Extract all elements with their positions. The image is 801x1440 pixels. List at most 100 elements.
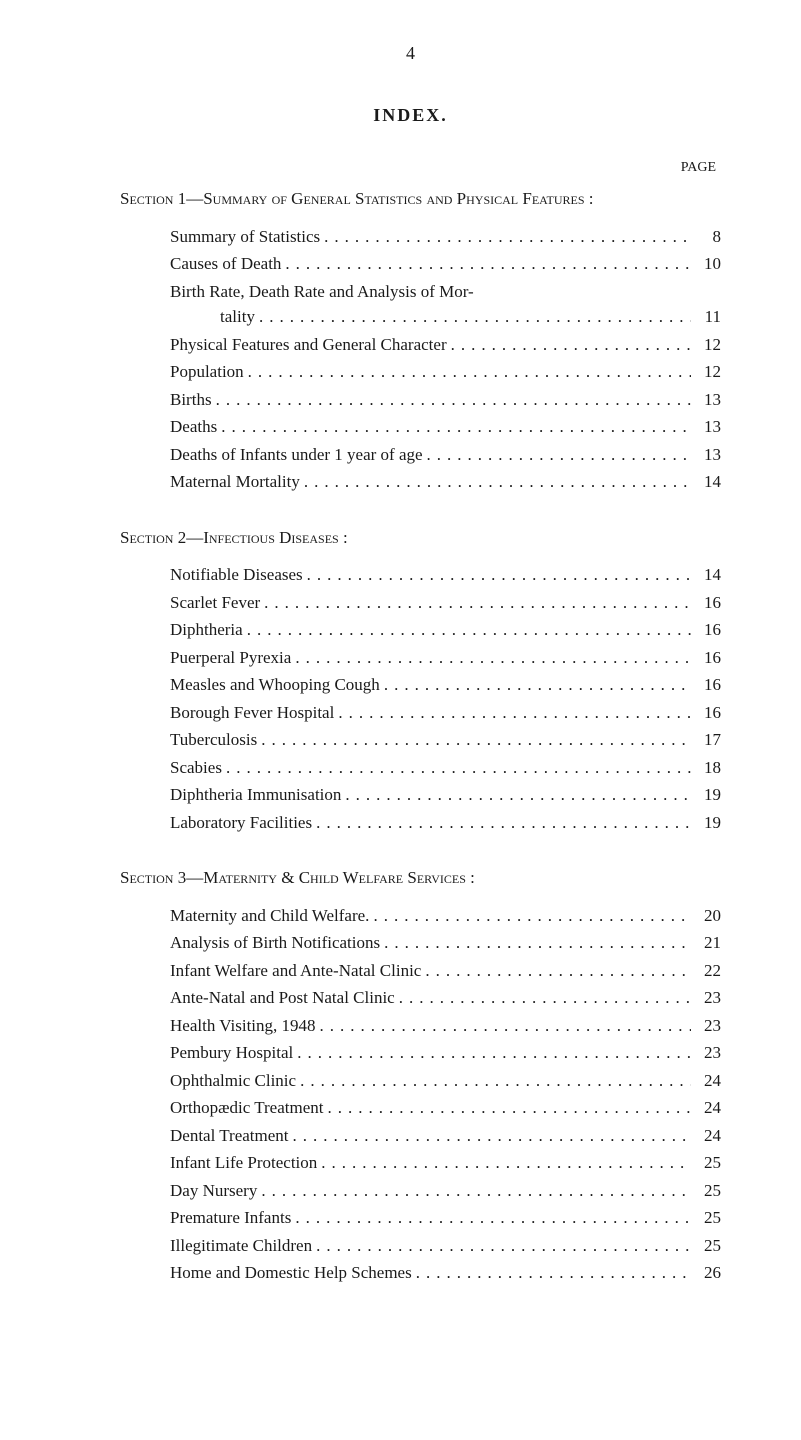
entry-leader-dots: ........................................… <box>291 1205 691 1231</box>
entry-page-number: 16 <box>691 672 721 698</box>
entry-label-line2: tality..................................… <box>170 304 721 330</box>
index-entry: Illegitimate Children...................… <box>100 1233 721 1259</box>
index-entry: Scarlet Fever...........................… <box>100 590 721 616</box>
index-entry: Infant Welfare and Ante-Natal Clinic....… <box>100 958 721 984</box>
index-title: INDEX. <box>100 102 721 129</box>
entry-label-line1: Birth Rate, Death Rate and Analysis of M… <box>170 279 721 305</box>
entry-label: Deaths <box>170 414 217 440</box>
index-entry: Pembury Hospital........................… <box>100 1040 721 1066</box>
entry-leader-dots: ........................................… <box>291 645 691 671</box>
index-entry: Borough Fever Hospital..................… <box>100 700 721 726</box>
entry-leader-dots: ........................................… <box>334 700 691 726</box>
index-entry: Notifiable Diseases.....................… <box>100 562 721 588</box>
index-entry: Laboratory Facilities...................… <box>100 810 721 836</box>
index-entry: Causes of Death.........................… <box>100 251 721 277</box>
section-heading: Section 2—Infectious Diseases : <box>100 525 721 551</box>
entry-label: Illegitimate Children <box>170 1233 312 1259</box>
index-section: Section 2—Infectious Diseases : Notifiabl… <box>100 525 721 836</box>
entry-page-number: 8 <box>691 224 721 250</box>
entry-page-number: 13 <box>691 442 721 468</box>
index-entry: Deaths..................................… <box>100 414 721 440</box>
index-entry: Dental Treatment........................… <box>100 1123 721 1149</box>
entry-leader-dots: ........................................… <box>255 304 691 330</box>
entry-label: Population <box>170 359 244 385</box>
entry-leader-dots: ........................................… <box>222 755 691 781</box>
entry-page-number: 16 <box>691 700 721 726</box>
entry-page-number: 23 <box>691 985 721 1011</box>
entry-label: Dental Treatment <box>170 1123 289 1149</box>
entry-page-number: 24 <box>691 1068 721 1094</box>
index-entry: Home and Domestic Help Schemes..........… <box>100 1260 721 1286</box>
index-entry: Physical Features and General Character.… <box>100 332 721 358</box>
entry-label: Day Nursery <box>170 1178 257 1204</box>
entry-page-number: 24 <box>691 1123 721 1149</box>
entry-label: Ante-Natal and Post Natal Clinic <box>170 985 395 1011</box>
index-entry: Scabies.................................… <box>100 755 721 781</box>
entry-leader-dots: ........................................… <box>395 985 691 1011</box>
entry-leader-dots: ........................................… <box>380 930 691 956</box>
entry-page-number: 26 <box>691 1260 721 1286</box>
entry-label: Maternity and Child Welfare. <box>170 903 369 929</box>
entry-leader-dots: ........................................… <box>369 903 691 929</box>
entry-leader-dots: ........................................… <box>260 590 691 616</box>
entry-label: Premature Infants <box>170 1205 291 1231</box>
entry-page-number: 13 <box>691 387 721 413</box>
entry-label: Analysis of Birth Notifications <box>170 930 380 956</box>
entry-page-number: 12 <box>691 332 721 358</box>
index-entry: Tuberculosis............................… <box>100 727 721 753</box>
index-entry: Measles and Whooping Cough..............… <box>100 672 721 698</box>
entry-label: Pembury Hospital <box>170 1040 293 1066</box>
entry-label: Measles and Whooping Cough <box>170 672 380 698</box>
entry-label: Tuberculosis <box>170 727 257 753</box>
index-entry: Puerperal Pyrexia.......................… <box>100 645 721 671</box>
entry-page-number: 19 <box>691 810 721 836</box>
entry-label: Laboratory Facilities <box>170 810 312 836</box>
index-entry: Diphtheria Immunisation.................… <box>100 782 721 808</box>
section-heading: Section 3—Maternity & Child Welfare Serv… <box>100 865 721 891</box>
entry-page-number: 22 <box>691 958 721 984</box>
index-entry: Orthopædic Treatment....................… <box>100 1095 721 1121</box>
section-entries: Maternity and Child Welfare.............… <box>100 903 721 1286</box>
entry-label: Orthopædic Treatment <box>170 1095 323 1121</box>
entry-leader-dots: ........................................… <box>447 332 691 358</box>
entry-leader-dots: ........................................… <box>257 727 691 753</box>
entry-page-number: 16 <box>691 617 721 643</box>
entry-label: Puerperal Pyrexia <box>170 645 291 671</box>
entry-page-number: 18 <box>691 755 721 781</box>
entry-label: Diphtheria Immunisation <box>170 782 341 808</box>
entry-leader-dots: ........................................… <box>281 251 691 277</box>
index-entry: Health Visiting, 1948...................… <box>100 1013 721 1039</box>
entry-page-number: 14 <box>691 562 721 588</box>
entry-leader-dots: ........................................… <box>323 1095 691 1121</box>
entry-leader-dots: ........................................… <box>303 562 691 588</box>
entry-leader-dots: ........................................… <box>243 617 691 643</box>
index-entry: Deaths of Infants under 1 year of age...… <box>100 442 721 468</box>
section-heading: Section 1—Summary of General Statistics … <box>100 186 721 212</box>
entry-page-number: 17 <box>691 727 721 753</box>
index-entry: Analysis of Birth Notifications.........… <box>100 930 721 956</box>
entry-label: Borough Fever Hospital <box>170 700 334 726</box>
entry-label: Infant Welfare and Ante-Natal Clinic <box>170 958 421 984</box>
entry-page-number: 20 <box>691 903 721 929</box>
entry-leader-dots: ........................................… <box>341 782 691 808</box>
index-entry: Maternity and Child Welfare.............… <box>100 903 721 929</box>
entry-leader-dots: ........................................… <box>412 1260 691 1286</box>
index-entry: Population..............................… <box>100 359 721 385</box>
index-sections: Section 1—Summary of General Statistics … <box>100 186 721 1286</box>
index-entry: Day Nursery.............................… <box>100 1178 721 1204</box>
entry-label: Scarlet Fever <box>170 590 260 616</box>
entry-leader-dots: ........................................… <box>312 1233 691 1259</box>
index-section: Section 3—Maternity & Child Welfare Serv… <box>100 865 721 1286</box>
entry-leader-dots: ........................................… <box>320 224 691 250</box>
entry-leader-dots: ........................................… <box>244 359 691 385</box>
page-column-header: PAGE <box>100 157 721 178</box>
entry-page-number: 16 <box>691 590 721 616</box>
index-entry: Ophthalmic Clinic.......................… <box>100 1068 721 1094</box>
entry-leader-dots: ........................................… <box>380 672 691 698</box>
page-number: 4 <box>100 40 721 67</box>
entry-label: Ophthalmic Clinic <box>170 1068 296 1094</box>
entry-page-number: 14 <box>691 469 721 495</box>
entry-page-number: 24 <box>691 1095 721 1121</box>
entry-leader-dots: ........................................… <box>316 1013 691 1039</box>
index-entry: Infant Life Protection..................… <box>100 1150 721 1176</box>
